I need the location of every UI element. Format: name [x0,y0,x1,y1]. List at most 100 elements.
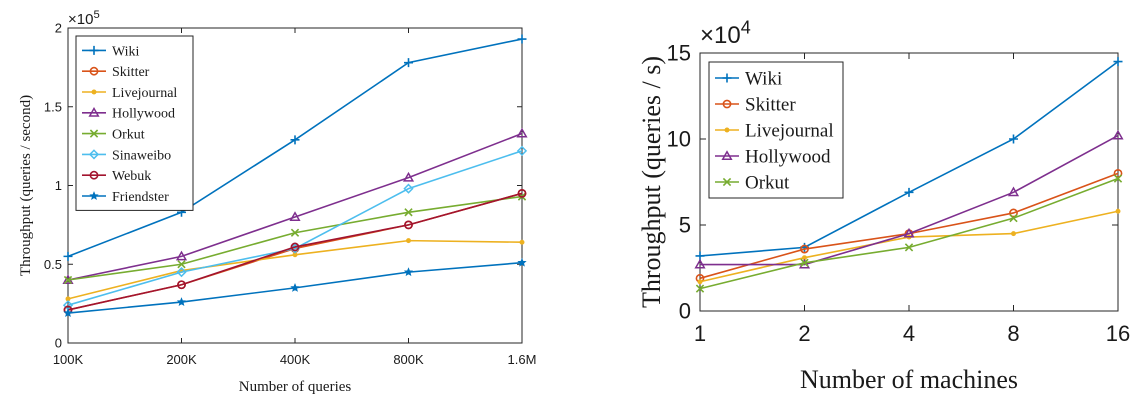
legend: Wiki Skitter Livejournal Hollywood Orkut Sina… [75,35,194,211]
legend-marker-wiki [722,73,732,83]
y-tick-label: 1 [55,178,62,193]
y-tick-label: 15 [667,41,691,66]
data-point-livejournal [697,279,703,285]
data-point-friendster [403,267,414,277]
legend-label: Hollywood [112,107,175,122]
legend-item-skitter: Skitter [715,95,796,116]
y-exponent-power: 5 [93,9,99,21]
series-line-hollywood [700,134,1119,266]
data-point-orkut [404,208,413,217]
y-tick-label: 10 [667,127,691,152]
y-exponent-label: ×104 [700,17,751,49]
data-point-wiki [904,187,914,197]
legend-item-orkut: Orkut [82,128,145,143]
series-wiki [63,34,527,261]
legend-item-wiki: Wiki [715,69,782,90]
legend-marker-wiki [89,45,99,55]
data-point-webuk [404,220,413,230]
y-tick-label: 0 [679,299,691,324]
x-tick-label: 200K [166,352,197,367]
data-point-orkut [290,228,300,237]
data-point-orkut [695,284,705,293]
legend-marker-livejournal [724,127,730,133]
legend-box [75,35,194,211]
data-point-friendster [517,257,527,267]
legend-marker-hollywood [721,150,733,160]
y-axis-label: Throughput (queries / second) [18,95,34,276]
data-point-hollywood [402,171,415,182]
legend-label: Skitter [112,65,150,80]
y-exponent-label: ×105 [68,9,100,28]
series-webuk [63,188,527,315]
x-axis-label: Number of machines [800,365,1018,394]
data-point-hollywood [175,250,188,261]
x-tick-label: 800K [393,352,424,367]
x-tick-label: 400K [280,352,311,367]
data-point-webuk [290,242,300,252]
data-point-livejournal [292,252,298,258]
legend-label: Sinaweibo [112,148,171,163]
data-point-friendster [63,308,73,318]
data-point-wiki [404,58,413,68]
chart-throughput-vs-machines: 0 5 10 15 1 2 4 8 16 ×104 Number of machines Throug… [637,17,1130,394]
legend-label: Orkut [112,128,145,143]
legend-marker-hollywood [88,107,100,117]
legend-marker-skitter [89,66,99,76]
data-point-webuk [517,188,527,198]
y-axis-label: Throughput (queries / s) [637,56,666,308]
data-point-livejournal [1115,208,1121,214]
data-point-wiki [1009,134,1018,144]
x-tick-label: 1 [694,321,706,346]
legend-item-webuk: Webuk [82,169,151,184]
data-point-orkut [177,260,186,269]
x-tick-label: 1.6M [508,352,537,367]
legend-label: Hollywood [745,147,831,168]
data-point-orkut [1009,213,1018,223]
legend-item-skitter: Skitter [82,65,150,80]
legend-label: Webuk [112,169,151,184]
legend-item-friendster: Friendster [82,190,169,205]
legend-marker-friendster [89,191,99,200]
data-point-orkut [904,243,914,252]
data-point-hollywood [1112,129,1124,140]
data-point-skitter [1113,168,1123,178]
legend-marker-skitter [722,99,732,109]
series-line-sinaweibo [67,150,523,306]
data-point-wiki [63,251,73,261]
data-point-hollywood [903,227,915,238]
data-point-hollywood [694,258,706,269]
series-line-hollywood [67,132,523,281]
data-point-wiki [290,135,300,145]
data-point-friendster [290,283,300,292]
data-point-livejournal [406,238,411,244]
x-tick-label: 100K [53,352,84,367]
x-tick-label: 4 [903,321,915,346]
legend-marker-sinaweibo [88,149,100,160]
legend-label: Skitter [745,95,796,116]
data-point-wiki [1113,57,1123,67]
x-axis-label: Number of queries [239,379,352,395]
data-point-webuk [177,280,186,290]
legend-item-wiki: Wiki [82,44,140,59]
data-point-hollywood [289,211,301,221]
legend-item-orkut: Orkut [715,173,790,194]
series-friendster [63,257,527,318]
legend-label: Wiki [745,69,782,90]
series-line-webuk [67,192,523,311]
data-point-livejournal [65,296,71,302]
x-tick-label: 2 [798,321,810,346]
x-tick-label: 8 [1007,321,1019,346]
legend-label: Wiki [112,44,140,59]
data-point-friendster [176,297,187,306]
legend-item-hollywood: Hollywood [715,147,831,168]
data-point-wiki [517,34,527,44]
y-tick-label: 2 [55,21,62,36]
legend-marker-orkut [722,177,732,187]
data-point-hollywood [516,127,528,138]
data-point-skitter [800,244,809,254]
y-tick-label: 0.5 [44,257,62,272]
legend-label: Friendster [112,190,169,205]
x-tick-label: 16 [1106,321,1130,346]
series-orkut [63,192,527,285]
legend-marker-orkut [89,129,99,138]
